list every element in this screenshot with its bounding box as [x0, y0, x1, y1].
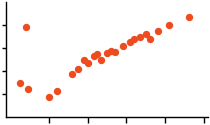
Point: [71, 72, 74, 74]
Point: [167, 24, 171, 26]
Point: [76, 68, 80, 70]
Point: [24, 26, 27, 28]
Point: [18, 82, 21, 84]
Point: [121, 45, 124, 47]
Point: [26, 88, 29, 90]
Point: [100, 59, 103, 61]
Point: [144, 33, 148, 35]
Point: [96, 53, 99, 55]
Point: [129, 41, 132, 43]
Point: [47, 96, 51, 98]
Point: [113, 51, 117, 53]
Point: [138, 36, 142, 38]
Point: [55, 90, 58, 92]
Point: [82, 59, 85, 61]
Point: [148, 38, 151, 40]
Point: [92, 55, 95, 57]
Point: [187, 16, 190, 18]
Point: [105, 52, 109, 54]
Point: [133, 38, 136, 40]
Point: [86, 62, 89, 64]
Point: [109, 50, 113, 51]
Point: [156, 30, 159, 32]
